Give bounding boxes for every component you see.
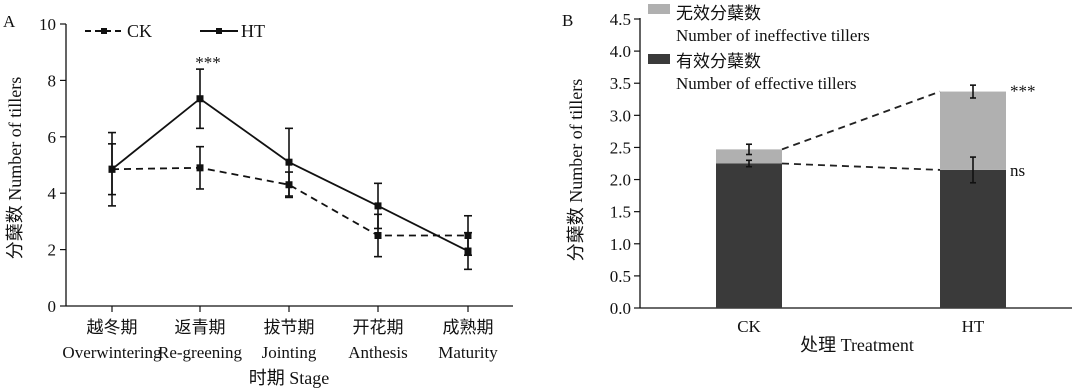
- panel-a-significance: ***: [195, 53, 221, 72]
- y-tick-label: 0.5: [610, 267, 631, 286]
- x-tick-label-en: Jointing: [262, 343, 317, 362]
- significance-effective: ns: [1010, 161, 1025, 180]
- x-tick-label-cn: 成熟期: [443, 317, 494, 337]
- legend-ineffective-swatch: [648, 4, 670, 14]
- bar-effective-ht: [940, 169, 1006, 308]
- data-point-ck: [196, 164, 204, 172]
- y-tick-label: 8: [48, 71, 57, 90]
- y-tick-label: 1.0: [610, 235, 631, 254]
- legend-ck-marker: [101, 28, 107, 34]
- y-tick-label: 2: [48, 241, 57, 260]
- y-tick-label: 4: [48, 184, 57, 203]
- x-tick-label-cn: 开花期: [353, 318, 404, 337]
- x-tick-label: CK: [737, 317, 761, 336]
- y-tick-label: 3.5: [610, 74, 631, 93]
- panel-a-x-axis-title: 时期 Stage: [249, 368, 330, 388]
- x-tick-label-cn: 拔节期: [264, 318, 315, 337]
- legend-ht-marker: [216, 28, 222, 34]
- data-point-ht: [374, 202, 382, 210]
- panel-b-bars: CK HT *** ns: [716, 82, 1036, 336]
- panel-b-y-ticks: 0.0 0.5 1.0 1.5 2.0 2.5 3.0 3.5 4.0 4.5: [610, 10, 640, 318]
- series-line-ck: [111, 166, 468, 237]
- y-tick-label: 6: [48, 128, 57, 147]
- legend-effective-label-cn: 有效分蘖数: [676, 52, 761, 71]
- panel-a-y-axis-title: 分蘖数 Number of tillers: [5, 77, 25, 259]
- connector-effective: [781, 162, 941, 171]
- panel-a-legend: CK HT: [85, 21, 265, 41]
- panel-a-label: A: [3, 12, 16, 31]
- panel-b-label: B: [562, 11, 573, 30]
- y-tick-label: 2.0: [610, 171, 631, 190]
- x-tick-label: HT: [962, 317, 985, 336]
- x-tick-label-en: Anthesis: [348, 343, 408, 362]
- panel-a: A 0 2 4 6 8 10 越冬期 Overwintering 返青期 Re-greening…: [3, 12, 513, 388]
- panel-b-y-axis-title: 分蘖数 Number of tillers: [566, 79, 586, 261]
- bar-ineffective-ck: [716, 149, 782, 164]
- panel-a-series: [108, 68, 472, 271]
- legend-ck-label: CK: [127, 21, 152, 41]
- panel-a-y-ticks: 0 2 4 6 8 10: [39, 15, 66, 316]
- legend-effective-swatch: [648, 54, 670, 64]
- panel-b-legend: 无效分蘖数 Number of ineffective tillers 有效分蘖…: [648, 4, 870, 93]
- legend-ineffective-label-en: Number of ineffective tillers: [676, 26, 870, 45]
- connector-total: [781, 90, 941, 151]
- significance-total: ***: [1010, 82, 1036, 101]
- data-point-ht: [464, 247, 472, 255]
- y-tick-label: 1.5: [610, 203, 631, 222]
- x-tick-label-cn: 返青期: [175, 318, 226, 337]
- x-tick-label-en: Overwintering: [62, 343, 162, 362]
- series-line-ht: [111, 97, 469, 252]
- y-tick-label: 3.0: [610, 106, 631, 125]
- data-point-ht: [285, 158, 293, 166]
- y-tick-label: 2.5: [610, 138, 631, 157]
- y-tick-label: 4.5: [610, 10, 631, 29]
- x-tick-label-cn: 越冬期: [87, 318, 138, 337]
- bar-effective-ck: [716, 163, 782, 308]
- panel-a-x-ticks: 越冬期 Overwintering 返青期 Re-greening 拔节期 Jointin…: [62, 306, 498, 362]
- y-tick-label: 0.0: [610, 299, 631, 318]
- y-tick-label: 10: [39, 15, 56, 34]
- panel-b-x-axis-title: 处理 Treatment: [800, 335, 914, 355]
- y-tick-label: 4.0: [610, 42, 631, 61]
- legend-ht-label: HT: [241, 21, 265, 41]
- y-tick-label: 0: [48, 297, 57, 316]
- legend-effective-label-en: Number of effective tillers: [676, 74, 856, 93]
- x-tick-label-en: Re-greening: [158, 343, 243, 362]
- data-point-ck: [374, 232, 382, 239]
- data-point-ht: [196, 95, 204, 103]
- data-point-ht: [108, 165, 116, 173]
- legend-ineffective-label-cn: 无效分蘖数: [676, 4, 761, 23]
- panel-b: B 0.0 0.5 1.0 1.5 2.0 2.5 3.0 3.5 4.0 4.5 CK HT ***…: [562, 4, 1072, 355]
- x-tick-label-en: Maturity: [438, 343, 498, 362]
